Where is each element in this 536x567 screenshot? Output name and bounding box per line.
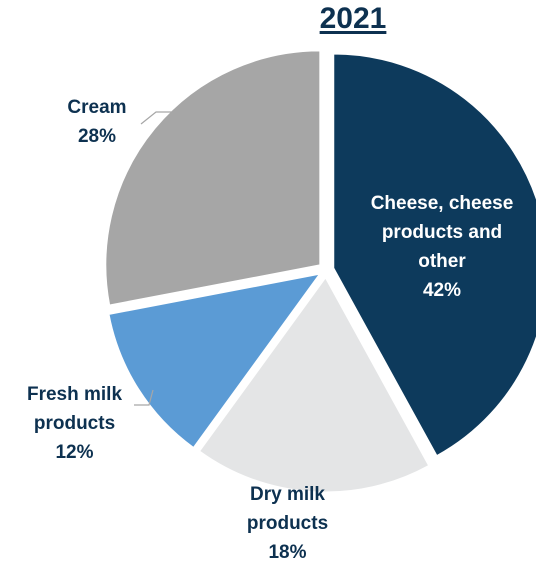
slice-label-cheese-line1: Cheese, cheese bbox=[347, 189, 536, 218]
slice-label-fresh: Fresh milk products 12% bbox=[12, 380, 137, 467]
slice-label-cream: Cream 28% bbox=[52, 93, 142, 151]
slice-label-fresh-line2: products bbox=[12, 409, 137, 438]
slice-value-cheese: 42% bbox=[347, 276, 536, 305]
slice-value-cream: 28% bbox=[52, 122, 142, 151]
slice-label-dry-line1: Dry milk bbox=[225, 480, 350, 509]
pie-slice-cream bbox=[106, 51, 320, 305]
slice-label-fresh-line1: Fresh milk bbox=[12, 380, 137, 409]
slice-label-cream-line1: Cream bbox=[52, 93, 142, 122]
slice-label-cheese: Cheese, cheese products and other 42% bbox=[347, 189, 536, 305]
slice-value-fresh: 12% bbox=[12, 438, 137, 467]
slice-label-dry: Dry milk products 18% bbox=[225, 480, 350, 567]
slice-label-cheese-line3: other bbox=[347, 247, 536, 276]
slice-label-dry-line2: products bbox=[225, 509, 350, 538]
slice-label-cheese-line2: products and bbox=[347, 218, 536, 247]
